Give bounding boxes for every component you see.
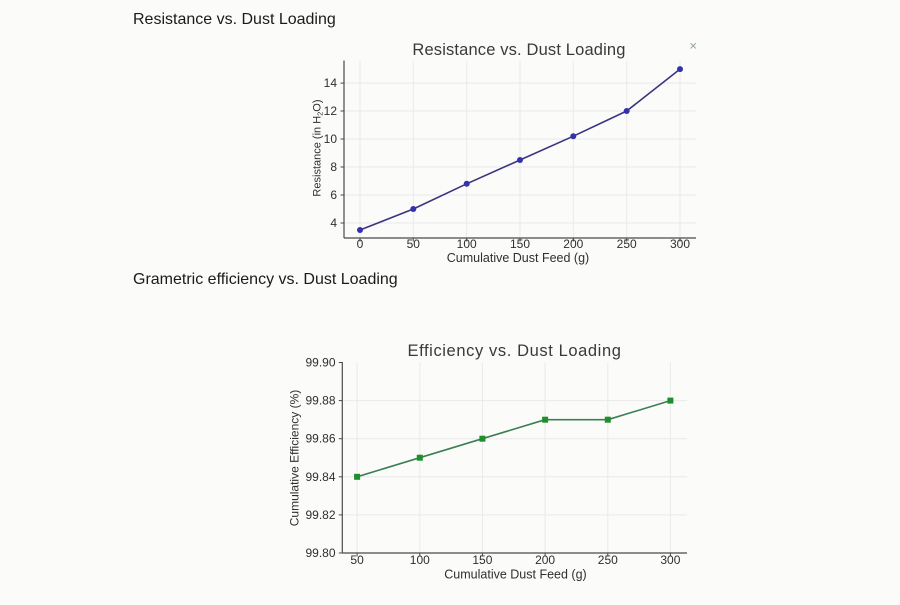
- svg-text:250: 250: [617, 237, 637, 251]
- svg-text:99.86: 99.86: [305, 432, 335, 446]
- svg-text:Efficiency vs. Dust Loading: Efficiency vs. Dust Loading: [408, 342, 622, 360]
- svg-text:0: 0: [357, 237, 364, 251]
- svg-text:Resistance (in H2O): Resistance (in H2O): [312, 99, 325, 196]
- svg-text:99.80: 99.80: [305, 546, 335, 560]
- svg-text:99.88: 99.88: [305, 394, 335, 408]
- svg-text:Cumulative Efficiency (%): Cumulative Efficiency (%): [288, 390, 302, 527]
- svg-text:Resistance vs. Dust Loading: Resistance vs. Dust Loading: [133, 11, 336, 28]
- svg-text:99.82: 99.82: [305, 508, 335, 522]
- svg-text:300: 300: [660, 553, 680, 567]
- svg-text:99.90: 99.90: [305, 356, 335, 370]
- svg-text:100: 100: [410, 553, 430, 567]
- svg-text:4: 4: [330, 216, 337, 230]
- svg-text:Cumulative Dust Feed (g): Cumulative Dust Feed (g): [447, 251, 589, 265]
- svg-text:150: 150: [510, 237, 530, 251]
- svg-text:250: 250: [598, 553, 618, 567]
- svg-text:✕: ✕: [689, 42, 697, 53]
- svg-text:200: 200: [535, 553, 555, 567]
- svg-text:Cumulative Dust Feed (g): Cumulative Dust Feed (g): [444, 568, 586, 582]
- svg-text:6: 6: [330, 188, 337, 202]
- svg-text:10: 10: [324, 132, 338, 146]
- svg-text:150: 150: [472, 553, 492, 567]
- svg-text:14: 14: [324, 76, 338, 90]
- svg-text:50: 50: [407, 237, 421, 251]
- svg-text:200: 200: [563, 237, 583, 251]
- svg-text:99.84: 99.84: [305, 470, 335, 484]
- svg-text:12: 12: [324, 104, 338, 118]
- svg-text:8: 8: [330, 160, 337, 174]
- svg-text:Resistance vs. Dust Loading: Resistance vs. Dust Loading: [412, 41, 625, 59]
- svg-text:100: 100: [457, 237, 477, 251]
- svg-text:Grametric efficiency vs. Dust: Grametric efficiency vs. Dust Loading: [133, 271, 398, 288]
- svg-text:50: 50: [350, 553, 364, 567]
- svg-text:300: 300: [670, 237, 690, 251]
